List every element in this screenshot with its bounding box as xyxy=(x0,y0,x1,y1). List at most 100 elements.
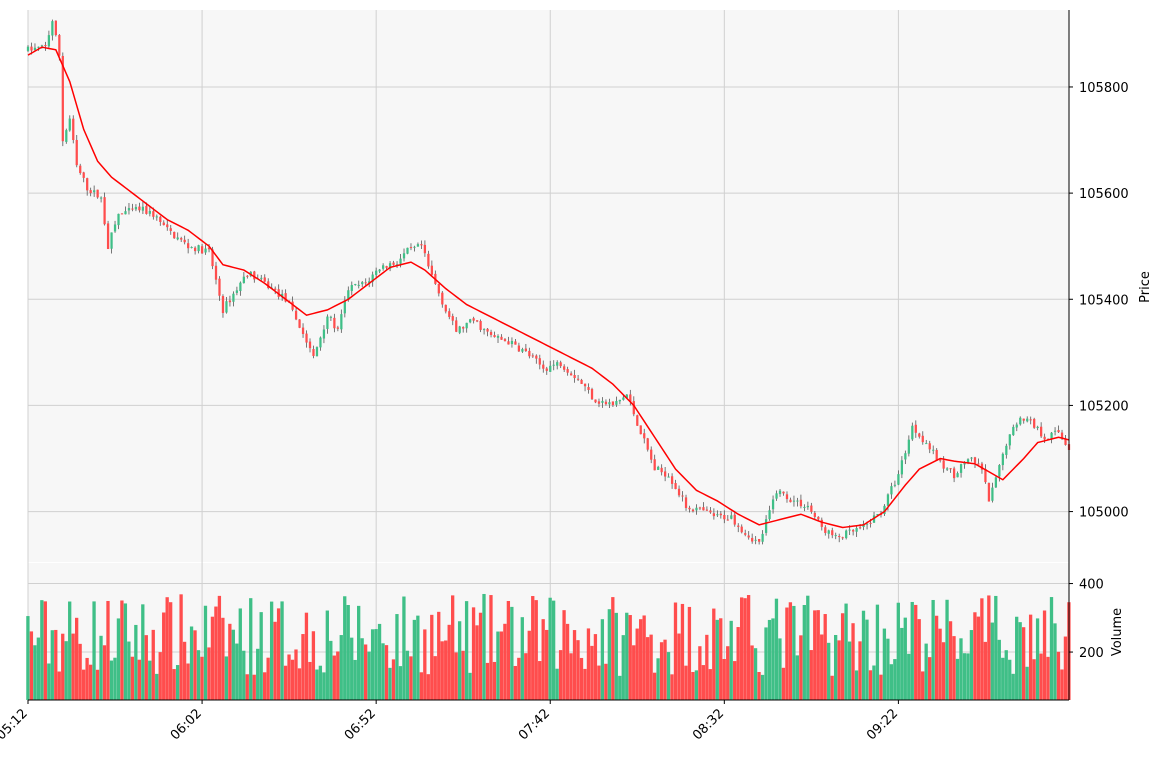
volume-bar-down xyxy=(639,619,643,700)
volume-bar-down xyxy=(1032,659,1036,700)
volume-bar-down xyxy=(88,664,93,700)
x-tick-label: 08:32 xyxy=(690,706,727,743)
volume-bar-down xyxy=(95,669,100,700)
volume-bar-down xyxy=(879,674,883,700)
candle-down xyxy=(733,514,736,525)
volume-bar-up xyxy=(242,650,246,700)
candle-up xyxy=(281,293,284,298)
volume-bar-up xyxy=(548,597,552,700)
candle-up xyxy=(1005,445,1008,455)
candle-up xyxy=(141,206,145,211)
volume-axis-title: Volume xyxy=(1110,608,1125,656)
candle-down xyxy=(284,293,287,302)
volume-bar-up xyxy=(203,605,208,700)
candle-down xyxy=(263,277,266,282)
volume-bar-down xyxy=(781,667,786,700)
candle-up xyxy=(1001,453,1004,466)
candle-up xyxy=(552,364,555,366)
volume-bar-up xyxy=(875,604,880,700)
volume-bar-up xyxy=(510,606,514,700)
candle-down xyxy=(336,327,339,329)
candle-down xyxy=(120,213,124,215)
candle-up xyxy=(93,190,96,193)
volume-bar-up xyxy=(315,669,319,700)
candle-down xyxy=(72,118,75,140)
candle-down xyxy=(246,275,249,277)
volume-bar-up xyxy=(555,668,559,700)
volume-bar-down xyxy=(336,651,340,700)
volume-bar-up xyxy=(924,643,928,700)
candle-up xyxy=(890,486,893,495)
volume-bar-down xyxy=(503,623,507,700)
candle-up xyxy=(26,46,30,51)
candle-up xyxy=(319,337,322,348)
volume-bar-down xyxy=(426,674,430,700)
volume-bar-up xyxy=(280,601,284,700)
volume-bar-down xyxy=(541,619,545,700)
candle-down xyxy=(103,197,106,225)
volume-bar-down xyxy=(172,669,176,700)
candle-down xyxy=(576,378,580,380)
volume-bar-up xyxy=(1004,650,1008,700)
candle-down xyxy=(207,247,211,250)
volume-bar-down xyxy=(78,643,82,700)
volume-bar-down xyxy=(597,665,601,700)
candle-down xyxy=(705,509,709,511)
volume-bar-up xyxy=(625,612,629,700)
candle-down xyxy=(726,519,729,521)
candle-up xyxy=(778,490,782,495)
volume-bar-down xyxy=(820,634,824,700)
volume-bar-up xyxy=(903,617,907,700)
candle-down xyxy=(30,46,33,51)
candle-down xyxy=(569,373,573,376)
volume-bar-down xyxy=(980,598,984,700)
candle-down xyxy=(524,348,528,352)
volume-bar-down xyxy=(430,614,434,700)
volume-bar-up xyxy=(962,653,967,700)
candle-down xyxy=(740,526,743,533)
candlesticks xyxy=(26,19,1071,545)
candle-up xyxy=(469,319,472,323)
volume-bar-up xyxy=(969,630,974,700)
volume-bar-up xyxy=(833,634,838,700)
candle-up xyxy=(932,449,935,451)
candle-up xyxy=(966,459,970,464)
candle-up xyxy=(124,211,127,215)
candle-up xyxy=(197,245,200,252)
volume-bar-up xyxy=(1035,618,1040,700)
candle-down xyxy=(824,527,827,533)
volume-bar-up xyxy=(127,641,131,700)
volume-bar-down xyxy=(102,645,107,700)
candle-down xyxy=(719,513,722,516)
candle-down xyxy=(479,320,482,330)
candle-down xyxy=(758,538,761,542)
volume-bar-down xyxy=(71,633,75,700)
candle-down xyxy=(475,320,479,322)
volume-bar-down xyxy=(210,616,215,700)
volume-bar-up xyxy=(792,605,796,700)
volume-bar-down xyxy=(478,612,483,700)
candle-down xyxy=(159,216,162,222)
candle-up xyxy=(1053,430,1057,432)
volume-bar-down xyxy=(61,633,65,700)
volume-bar-up xyxy=(959,638,963,700)
price-tick-label: 105200 xyxy=(1079,399,1129,414)
volume-bar-down xyxy=(311,631,316,700)
candle-down xyxy=(152,211,155,217)
candle-up xyxy=(803,506,806,508)
candle-up xyxy=(343,300,346,314)
volume-bar-down xyxy=(384,645,389,700)
volume-bar-up xyxy=(621,635,625,700)
volume-bar-down xyxy=(527,630,531,700)
volume-bar-down xyxy=(632,645,636,700)
candle-up xyxy=(907,439,910,454)
candle-up xyxy=(388,263,392,269)
volume-bar-down xyxy=(586,628,591,700)
volume-bar-up xyxy=(318,665,323,700)
volume-bar-down xyxy=(182,641,187,700)
candle-up xyxy=(496,336,500,338)
volume-bar-up xyxy=(795,655,800,700)
candle-down xyxy=(503,339,507,342)
candle-up xyxy=(260,277,263,279)
candle-up xyxy=(315,347,319,357)
